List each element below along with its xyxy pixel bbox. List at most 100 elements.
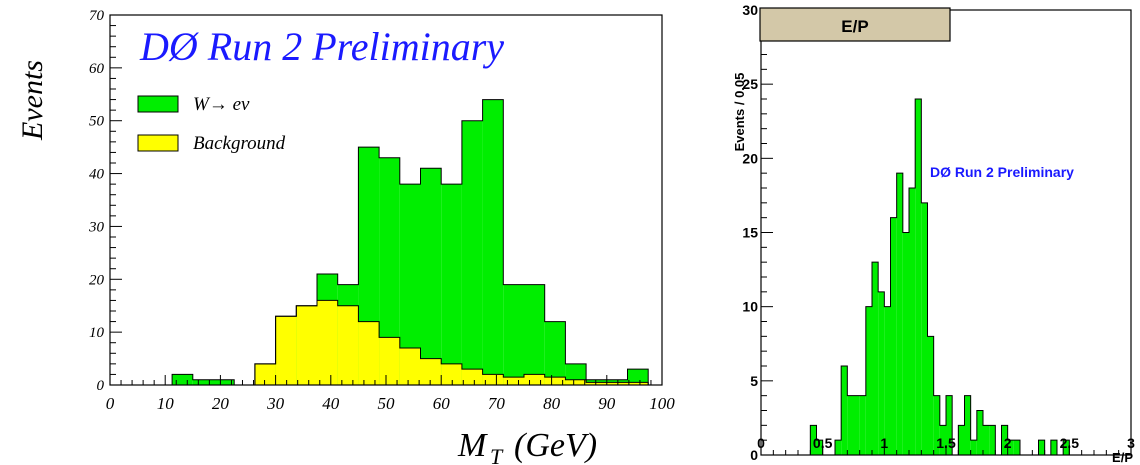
ep-histogram-bars bbox=[761, 10, 1131, 456]
bar-ep bbox=[896, 173, 903, 455]
x-tick-label: 0 bbox=[106, 394, 115, 413]
x-tick-label: 100 bbox=[649, 394, 675, 413]
mt-histogram-panel: 0 10 20 30 40 50 60 70 80 90 100 0 10 20 30 40 50 60 70 DØ… bbox=[16, 8, 675, 465]
ep-histogram-ylabel: Events / 0.05 bbox=[732, 73, 747, 152]
mt-histogram-axes: 0 10 20 30 40 50 60 70 80 90 100 0 10 20 30 40 50 60 70 bbox=[88, 8, 675, 413]
y-tick-label: 10 bbox=[89, 325, 105, 341]
bar-ep bbox=[890, 217, 897, 455]
mt-histogram-xlabel: M T (GeV) bbox=[457, 427, 597, 465]
bar-ep bbox=[970, 440, 977, 455]
bar-ep bbox=[847, 395, 854, 455]
bar-background bbox=[586, 382, 607, 385]
bar-background bbox=[565, 379, 587, 385]
bar-w-enu bbox=[524, 284, 545, 385]
bar-w-enu bbox=[627, 369, 649, 385]
x-tick-label: 70 bbox=[488, 394, 506, 413]
x-tick-label: 2.5 bbox=[1060, 435, 1080, 451]
ep-histogram-title: E/P bbox=[841, 17, 868, 36]
bar-ep bbox=[816, 440, 823, 455]
bar-background bbox=[441, 363, 462, 385]
y-tick-label: 5 bbox=[750, 373, 758, 389]
bar-background bbox=[482, 374, 504, 385]
x-tick-label: 60 bbox=[433, 394, 451, 413]
bar-background bbox=[358, 321, 380, 385]
legend-label-w-enu: W→ eν bbox=[193, 94, 250, 115]
step-outline-ep bbox=[761, 98, 1131, 456]
x-tick-label: 30 bbox=[266, 394, 285, 413]
x-tick-label: 90 bbox=[598, 394, 616, 413]
bar-background bbox=[275, 316, 297, 385]
bar-w-enu bbox=[213, 379, 235, 385]
bar-background bbox=[606, 382, 628, 385]
y-tick-label: 0 bbox=[97, 378, 105, 394]
bar-ep bbox=[1001, 425, 1008, 455]
bar-ep bbox=[865, 306, 872, 455]
y-tick-label: 30 bbox=[742, 2, 758, 18]
bar-ep bbox=[983, 425, 990, 455]
x-tick-label: 40 bbox=[322, 394, 340, 413]
bar-ep bbox=[933, 395, 940, 455]
bar-ep bbox=[964, 395, 971, 455]
bar-background bbox=[544, 377, 566, 385]
bar-background bbox=[296, 305, 317, 385]
mt-histogram-bars bbox=[110, 15, 662, 386]
bar-w-enu bbox=[544, 321, 566, 385]
bar-ep bbox=[909, 188, 916, 455]
bar-ep bbox=[921, 202, 928, 455]
ep-histogram-xlabel: E/P bbox=[1112, 450, 1133, 465]
mt-histogram-ylabel: Events bbox=[16, 60, 49, 141]
y-tick-label: 10 bbox=[742, 299, 758, 315]
bar-background bbox=[337, 305, 359, 385]
y-tick-label: 30 bbox=[88, 219, 105, 235]
bar-ep bbox=[976, 410, 983, 455]
bar-ep bbox=[878, 291, 885, 455]
mt-legend: W→ eν Background bbox=[137, 94, 286, 154]
bar-background bbox=[399, 348, 421, 385]
step-outline-w-enu bbox=[110, 99, 662, 386]
bar-ep bbox=[1038, 440, 1045, 455]
bar-ep bbox=[902, 232, 909, 455]
bar-ep bbox=[939, 425, 946, 455]
bar-background bbox=[317, 300, 338, 385]
bar-ep bbox=[884, 306, 891, 455]
bar-w-enu bbox=[482, 99, 504, 386]
bar-ep bbox=[946, 395, 953, 455]
legend-swatch-w-enu bbox=[137, 95, 179, 113]
bar-ep bbox=[872, 262, 879, 455]
bar-w-enu bbox=[192, 379, 214, 385]
legend-swatch-background bbox=[137, 134, 179, 152]
bar-background bbox=[524, 374, 545, 385]
bar-w-enu bbox=[461, 120, 483, 385]
y-tick-label: 15 bbox=[742, 225, 758, 241]
y-tick-label: 25 bbox=[742, 76, 758, 92]
bar-background bbox=[379, 337, 400, 385]
bar-ep bbox=[915, 99, 922, 455]
bar-ep bbox=[958, 425, 965, 455]
bar-ep bbox=[859, 395, 866, 455]
bar-ep bbox=[835, 440, 842, 455]
x-tick-label: 1 bbox=[880, 435, 888, 451]
x-tick-label: 80 bbox=[543, 394, 561, 413]
bar-w-enu bbox=[399, 184, 421, 385]
bar-w-enu bbox=[379, 157, 400, 385]
ep-annotation: DØ Run 2 Preliminary bbox=[930, 164, 1074, 180]
mt-histogram-title: DØ Run 2 Preliminary bbox=[139, 24, 504, 69]
ep-title-box bbox=[759, 7, 951, 42]
bar-background bbox=[254, 363, 276, 385]
y-tick-label: 20 bbox=[742, 150, 758, 166]
bar-ep bbox=[927, 336, 934, 455]
x-tick-label: 10 bbox=[157, 394, 175, 413]
y-tick-label: 0 bbox=[750, 447, 758, 463]
ep-plot-area bbox=[761, 10, 1131, 455]
bar-ep bbox=[1063, 440, 1070, 455]
x-tick-label: 0.5 bbox=[813, 435, 833, 451]
bar-w-enu bbox=[172, 374, 193, 385]
x-tick-label: 3 bbox=[1127, 435, 1135, 451]
xlabel-subscript-t: T bbox=[490, 444, 504, 465]
bar-ep bbox=[853, 395, 860, 455]
bar-background bbox=[503, 377, 524, 385]
legend-label-background: Background bbox=[193, 133, 286, 154]
y-tick-label: 20 bbox=[89, 272, 105, 288]
